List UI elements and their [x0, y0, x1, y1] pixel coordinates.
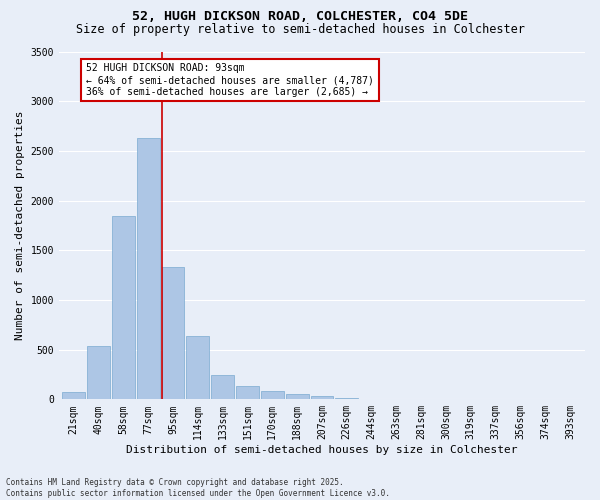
Y-axis label: Number of semi-detached properties: Number of semi-detached properties	[15, 110, 25, 340]
Bar	[311, 396, 334, 400]
Bar	[211, 376, 234, 400]
X-axis label: Distribution of semi-detached houses by size in Colchester: Distribution of semi-detached houses by …	[126, 445, 518, 455]
Bar	[360, 398, 383, 400]
Text: Contains HM Land Registry data © Crown copyright and database right 2025.
Contai: Contains HM Land Registry data © Crown c…	[6, 478, 390, 498]
Bar	[62, 392, 85, 400]
Bar	[137, 138, 160, 400]
Bar	[286, 394, 308, 400]
Bar	[112, 216, 135, 400]
Bar	[335, 398, 358, 400]
Bar	[261, 392, 284, 400]
Text: 52, HUGH DICKSON ROAD, COLCHESTER, CO4 5DE: 52, HUGH DICKSON ROAD, COLCHESTER, CO4 5…	[132, 10, 468, 23]
Bar	[236, 386, 259, 400]
Bar	[87, 346, 110, 400]
Bar	[161, 267, 184, 400]
Text: 52 HUGH DICKSON ROAD: 93sqm
← 64% of semi-detached houses are smaller (4,787)
36: 52 HUGH DICKSON ROAD: 93sqm ← 64% of sem…	[86, 64, 374, 96]
Text: Size of property relative to semi-detached houses in Colchester: Size of property relative to semi-detach…	[76, 22, 524, 36]
Bar	[187, 336, 209, 400]
